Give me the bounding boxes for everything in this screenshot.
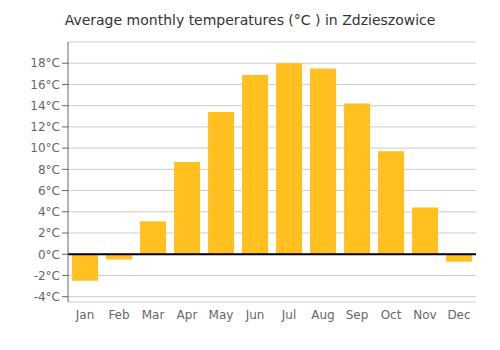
- svg-text:Apr: Apr: [177, 308, 198, 322]
- svg-text:8°C: 8°C: [38, 163, 60, 177]
- html-text:Average monthly temperatures (: Average monthly temperatures (°C ) in Zd…: [64, 12, 436, 28]
- svg-text:May: May: [209, 308, 234, 322]
- svg-text:Feb: Feb: [108, 308, 129, 322]
- svg-text:Aug: Aug: [311, 308, 334, 322]
- svg-text:Jun: Jun: [245, 308, 265, 322]
- svg-text:16°C: 16°C: [30, 78, 60, 92]
- svg-text:4°C: 4°C: [38, 205, 60, 219]
- svg-text:2°C: 2°C: [38, 226, 60, 240]
- svg-text:Jul: Jul: [281, 308, 296, 322]
- svg-text:10°C: 10°C: [30, 141, 60, 155]
- svg-text:Dec: Dec: [447, 308, 470, 322]
- svg-text:Jan: Jan: [75, 308, 95, 322]
- svg-text:0°C: 0°C: [38, 248, 60, 262]
- svg-text:Nov: Nov: [413, 308, 436, 322]
- svg-text:Oct: Oct: [381, 308, 402, 322]
- svg-text:Mar: Mar: [142, 308, 165, 322]
- svg-text:12°C: 12°C: [30, 120, 60, 134]
- svg-text:-2°C: -2°C: [34, 269, 60, 283]
- svg-text:Sep: Sep: [346, 308, 369, 322]
- svg-text:-4°C: -4°C: [34, 290, 60, 304]
- svg-text:18°C: 18°C: [30, 56, 60, 70]
- svg-text:6°C: 6°C: [38, 184, 60, 198]
- svg-text:14°C: 14°C: [30, 99, 60, 113]
